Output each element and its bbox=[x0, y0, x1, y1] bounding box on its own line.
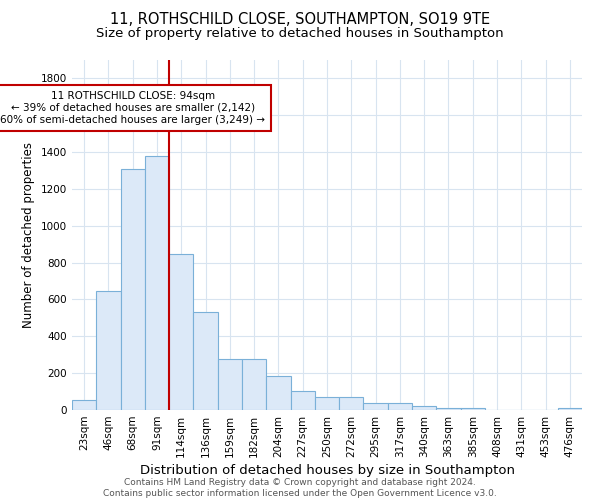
Y-axis label: Number of detached properties: Number of detached properties bbox=[22, 142, 35, 328]
Text: Contains HM Land Registry data © Crown copyright and database right 2024.
Contai: Contains HM Land Registry data © Crown c… bbox=[103, 478, 497, 498]
Bar bbox=[364, 403, 388, 410]
Bar bbox=[121, 168, 145, 410]
Bar bbox=[339, 398, 364, 410]
Bar bbox=[169, 254, 193, 410]
Bar bbox=[436, 408, 461, 410]
Bar bbox=[412, 406, 436, 410]
X-axis label: Distribution of detached houses by size in Southampton: Distribution of detached houses by size … bbox=[139, 464, 515, 477]
Text: Size of property relative to detached houses in Southampton: Size of property relative to detached ho… bbox=[96, 28, 504, 40]
Bar bbox=[461, 408, 485, 410]
Bar bbox=[290, 390, 315, 410]
Bar bbox=[96, 291, 121, 410]
Bar bbox=[315, 398, 339, 410]
Text: 11 ROTHSCHILD CLOSE: 94sqm
← 39% of detached houses are smaller (2,142)
60% of s: 11 ROTHSCHILD CLOSE: 94sqm ← 39% of deta… bbox=[0, 92, 265, 124]
Bar bbox=[388, 403, 412, 410]
Bar bbox=[242, 359, 266, 410]
Bar bbox=[558, 408, 582, 410]
Bar bbox=[193, 312, 218, 410]
Text: 11, ROTHSCHILD CLOSE, SOUTHAMPTON, SO19 9TE: 11, ROTHSCHILD CLOSE, SOUTHAMPTON, SO19 … bbox=[110, 12, 490, 28]
Bar bbox=[266, 376, 290, 410]
Bar bbox=[218, 359, 242, 410]
Bar bbox=[72, 400, 96, 410]
Bar bbox=[145, 156, 169, 410]
